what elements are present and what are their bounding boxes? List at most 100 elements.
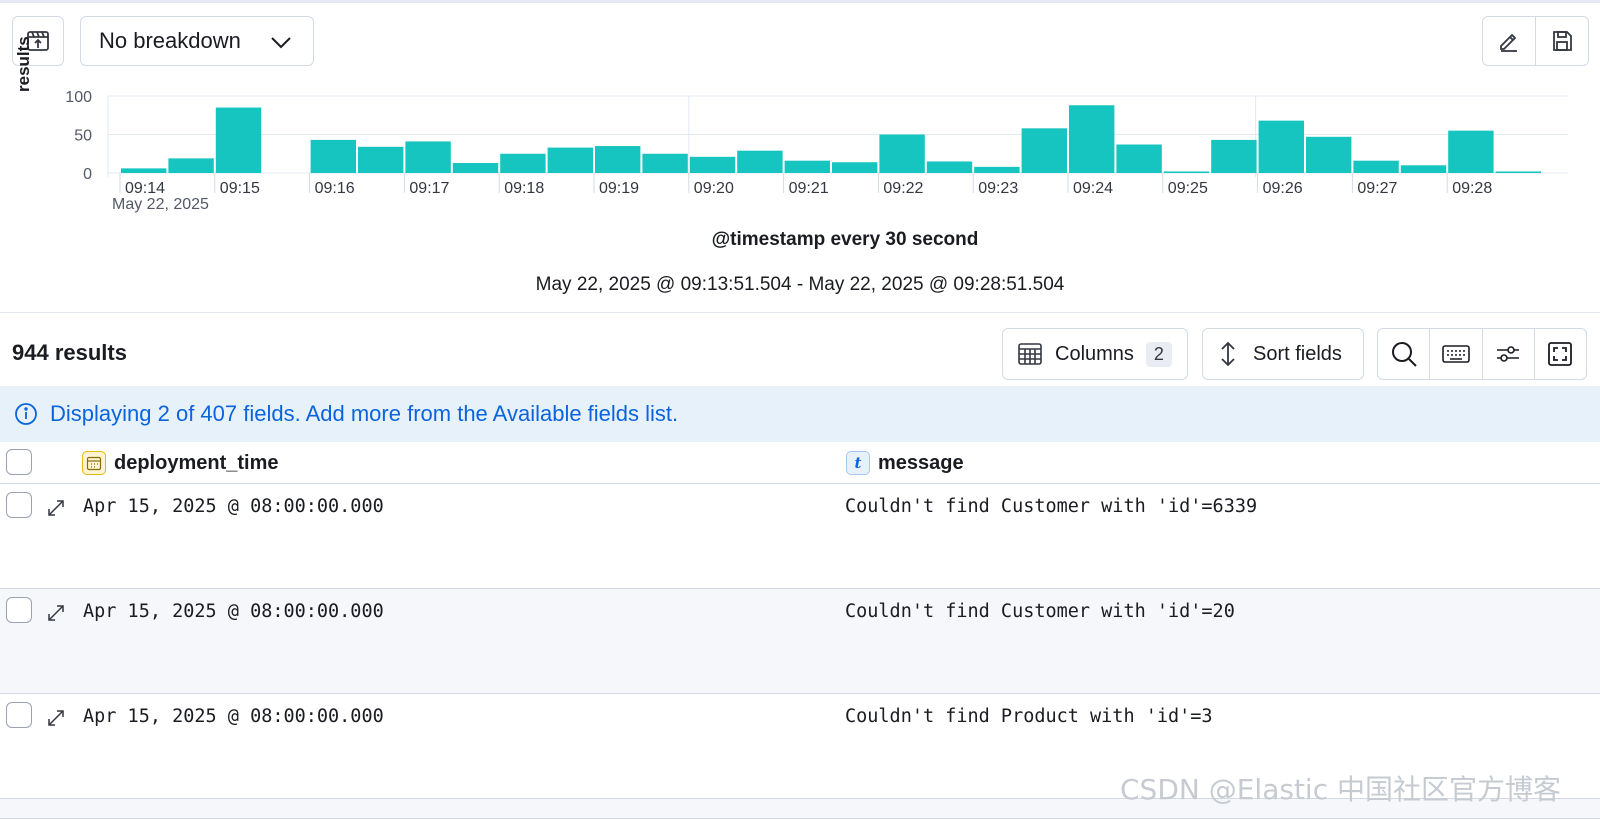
edit-visualization-button[interactable] (1482, 16, 1536, 66)
expand-icon[interactable] (46, 498, 66, 518)
histogram-bar (1211, 139, 1257, 173)
column-header-message[interactable]: t message (846, 451, 964, 475)
table-row[interactable]: Apr 15, 2025 @ 08:00:00.000 Couldn't fin… (0, 484, 1600, 589)
histogram-bar (737, 150, 783, 173)
histogram-bar (1353, 160, 1399, 173)
data-grid-header: deployment_time t message (0, 442, 1600, 484)
histogram-bar (1258, 120, 1304, 173)
histogram-bar (1069, 105, 1115, 173)
y-tick-label: 50 (74, 128, 92, 145)
histogram-bar (1306, 136, 1352, 173)
x-tick-label: 09:23 (978, 180, 1018, 197)
histogram-bar (405, 141, 451, 173)
message-cell: Couldn't find Product with 'id'=3 (845, 706, 1213, 727)
deployment-time-cell: Apr 15, 2025 @ 08:00:00.000 (83, 496, 384, 517)
x-tick-label: 09:14 (125, 180, 165, 197)
x-tick-label: 09:15 (220, 180, 260, 197)
sort-fields-button[interactable]: Sort fields (1202, 328, 1364, 380)
histogram-bar (689, 156, 736, 173)
histogram-bar (452, 162, 499, 173)
x-date-label: May 22, 2025 (112, 196, 209, 213)
x-tick-label: 09:26 (1263, 180, 1303, 197)
breakdown-label: No breakdown (99, 28, 241, 53)
x-tick-label: 09:22 (883, 180, 923, 197)
x-tick-label: 09:20 (694, 180, 734, 197)
histogram-toolbar: No breakdown (0, 14, 1600, 68)
grid-controls (1377, 328, 1587, 380)
x-tick-label: 09:27 (1357, 180, 1397, 197)
expand-icon[interactable] (46, 603, 66, 623)
x-tick-label: 09:28 (1452, 180, 1492, 197)
x-tick-label: 09:19 (599, 180, 639, 197)
histogram-bar (642, 153, 688, 173)
histogram-bar (1448, 130, 1494, 173)
histogram-bar (1021, 128, 1067, 173)
info-icon (14, 402, 38, 426)
histogram-bar (784, 160, 830, 173)
time-range-label: May 22, 2025 @ 09:13:51.504 - May 22, 20… (535, 274, 1065, 295)
display-settings-button[interactable] (1483, 329, 1535, 379)
histogram-bar (974, 166, 1020, 173)
chevron-down-icon (269, 31, 293, 59)
save-visualization-button[interactable] (1535, 16, 1589, 66)
message-cell: Couldn't find Customer with 'id'=6339 (845, 496, 1258, 517)
export-button[interactable] (12, 16, 64, 66)
row-checkbox[interactable] (6, 702, 32, 728)
histogram-bar (500, 153, 546, 173)
x-axis-title: @timestamp every 30 second (711, 229, 979, 250)
histogram-bar (1400, 165, 1447, 173)
histogram-bar (926, 161, 973, 173)
keyboard-shortcuts-button[interactable] (1430, 329, 1483, 379)
message-cell: Couldn't find Customer with 'id'=20 (845, 601, 1235, 622)
histogram-bar (1116, 144, 1162, 173)
column-header-label: message (878, 451, 964, 474)
columns-label: Columns (1055, 342, 1134, 365)
row-checkbox[interactable] (6, 492, 32, 518)
column-header-label: deployment_time (114, 451, 279, 474)
x-tick-label: 09:24 (1073, 180, 1113, 197)
date-field-type-icon (82, 451, 106, 475)
y-tick-label: 100 (65, 89, 92, 106)
export-icon (25, 28, 51, 54)
histogram-bar (1495, 171, 1541, 173)
columns-icon (1017, 342, 1043, 366)
histogram-bar (1163, 171, 1210, 173)
keyboard-icon (1442, 344, 1470, 364)
callout-text: Displaying 2 of 407 fields. Add more fro… (50, 401, 679, 426)
histogram-bar (879, 134, 925, 173)
histogram-bar (121, 168, 167, 173)
sort-fields-label: Sort fields (1253, 342, 1342, 365)
histogram-chart: 100 50 0 09:14 09:15 09:16 09:17 09:18 09:19 09:2… (0, 78, 1600, 228)
search-icon (1390, 340, 1418, 368)
x-tick-label: 09:21 (789, 180, 829, 197)
fullscreen-button[interactable] (1535, 329, 1586, 379)
histogram-bar (168, 158, 214, 173)
histogram-bar (595, 146, 641, 173)
pencil-icon (1497, 29, 1521, 53)
y-axis-label: results (14, 36, 33, 92)
fullscreen-icon (1547, 341, 1573, 367)
table-row[interactable]: Apr 15, 2025 @ 08:00:00.000 Couldn't fin… (0, 694, 1600, 799)
x-tick-label: 09:18 (504, 180, 544, 197)
select-all-checkbox[interactable] (6, 449, 32, 475)
settings-sliders-icon (1495, 343, 1521, 365)
save-icon (1550, 29, 1574, 53)
histogram-bar (358, 146, 404, 173)
sort-icon (1217, 340, 1239, 368)
histogram-svg: 100 50 0 09:14 09:15 09:16 09:17 09:18 09:19 09:2… (65, 89, 1568, 213)
columns-button[interactable]: Columns 2 (1002, 328, 1188, 380)
deployment-time-cell: Apr 15, 2025 @ 08:00:00.000 (83, 601, 384, 622)
column-header-deployment-time[interactable]: deployment_time (82, 451, 278, 475)
histogram-bar (547, 147, 593, 173)
histogram-bar (310, 139, 356, 173)
x-tick-label: 09:25 (1168, 180, 1208, 197)
search-button[interactable] (1378, 329, 1431, 379)
text-field-type-icon: t (846, 451, 870, 475)
expand-icon[interactable] (46, 708, 66, 728)
breakdown-select[interactable]: No breakdown (80, 16, 314, 66)
histogram-bar (215, 107, 262, 173)
results-toolbar: 944 results Columns 2 Sort fields (0, 326, 1600, 382)
watermark: CSDN @Elastic 中国社区官方博客 (1120, 773, 1562, 806)
table-row[interactable]: Apr 15, 2025 @ 08:00:00.000 Couldn't fin… (0, 589, 1600, 694)
row-checkbox[interactable] (6, 597, 32, 623)
